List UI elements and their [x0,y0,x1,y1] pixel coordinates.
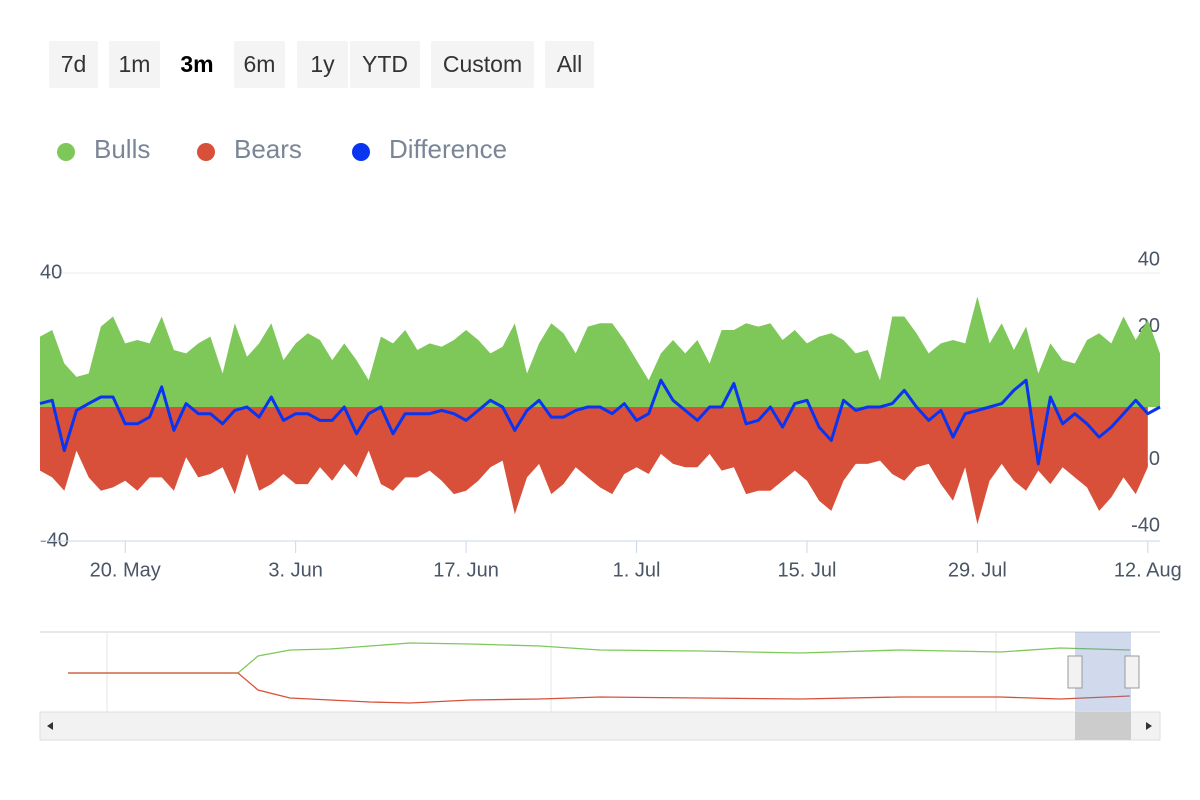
x-tick-label: 12. Aug [1114,559,1182,581]
x-tick-label: 1. Jul [613,559,661,581]
x-tick-label: 29. Jul [948,559,1007,581]
scroll-right[interactable] [1146,722,1152,730]
legend-marker [57,143,75,161]
range-button[interactable]: Custom [431,41,534,88]
x-tick-label: 20. May [90,559,161,581]
scrollbar[interactable] [39,711,1161,741]
range-button[interactable]: 6m [234,41,285,88]
legend-label: Bears [234,134,302,164]
navigator [39,631,1161,741]
navigator-handle[interactable] [1067,655,1083,689]
legend-label: Difference [389,134,507,164]
line-series [39,378,1161,466]
range-button[interactable]: All [545,41,594,88]
y-tick-label: 40 [40,261,62,283]
range-button[interactable]: 1m [109,41,160,88]
navigator-bulls [68,642,1131,674]
x-tick-label: 3. Jun [268,559,322,581]
navigator-mask[interactable] [1075,632,1131,712]
navigator-bears [68,672,1131,704]
navigator-handle[interactable] [1124,655,1140,689]
y2-tick-label: 40 [1138,248,1160,270]
legend-marker [352,143,370,161]
area-series [40,407,1148,525]
scroll-left[interactable] [47,722,53,730]
range-button[interactable]: 1y [297,41,348,88]
legend-label: Bulls [94,134,150,164]
scrollbar-thumb[interactable] [1075,712,1131,740]
range-button[interactable]: 3m [172,41,222,88]
x-tick-label: 15. Jul [777,559,836,581]
area-series [40,296,1160,407]
range-button[interactable]: 7d [49,41,98,88]
y-tick-label: -40 [40,529,69,551]
range-button[interactable]: YTD [350,41,420,88]
y2-tick-label: -40 [1131,514,1160,536]
navigator-bg [40,632,1160,712]
x-tick-label: 17. Jun [433,559,499,581]
legend-marker [197,143,215,161]
